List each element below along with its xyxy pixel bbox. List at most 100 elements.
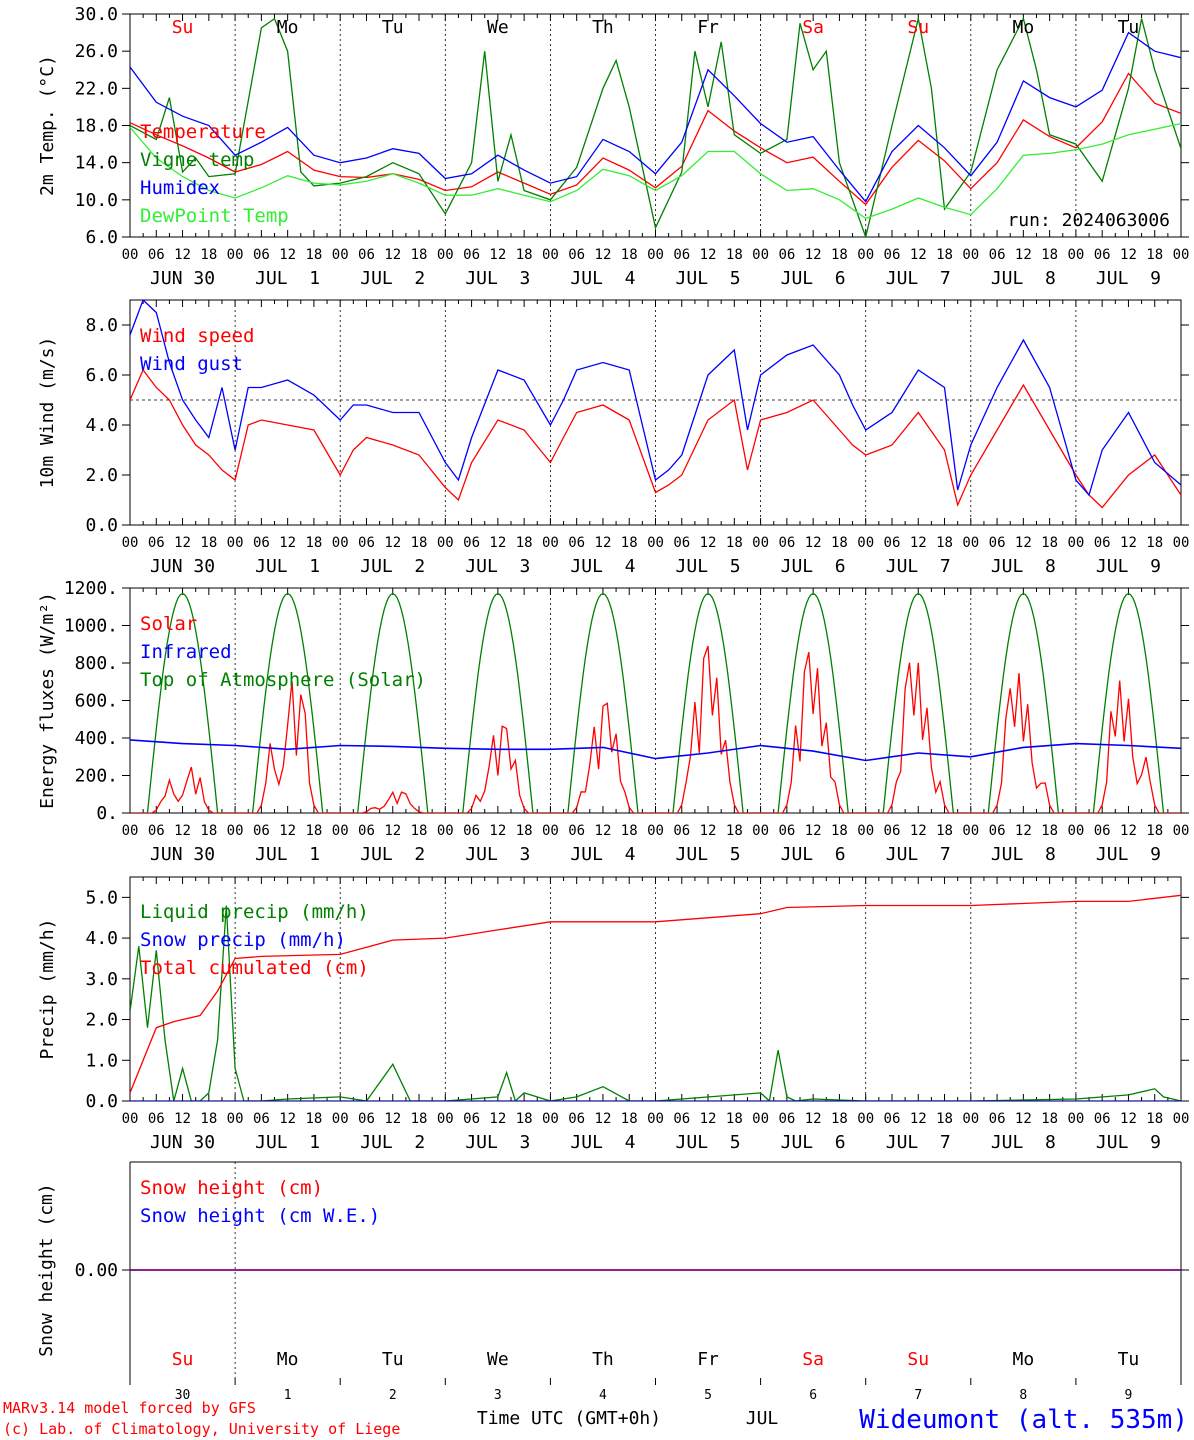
x-tick-label: 00 <box>122 247 139 263</box>
x-tick-label: 12 <box>489 535 506 551</box>
x-tick-label: 00 <box>962 1111 979 1127</box>
date-label: JUL 6 <box>781 268 846 289</box>
x-tick-label: 06 <box>1094 247 1111 263</box>
x-tick-label: 18 <box>831 1111 848 1127</box>
date-label: JUL 3 <box>465 268 530 289</box>
x-tick-label: 12 <box>1015 1111 1032 1127</box>
weekday-label: Fr <box>697 17 719 38</box>
weekday-label: Th <box>592 17 614 38</box>
x-tick-label: 12 <box>910 247 927 263</box>
date-label: JUL 6 <box>781 556 846 577</box>
x-tick-label: 18 <box>516 823 533 839</box>
x-tick-label: 18 <box>726 823 743 839</box>
y-tick-label: 2.0 <box>85 1010 118 1031</box>
x-tick-label: 18 <box>1041 247 1058 263</box>
day-number: 8 <box>1019 1388 1027 1403</box>
legend-entry: Snow precip (mm/h) <box>140 929 346 951</box>
x-tick-label: 00 <box>332 535 349 551</box>
x-tick-label: 12 <box>174 535 191 551</box>
x-tick-label: 18 <box>936 823 953 839</box>
date-label: JUL 5 <box>676 844 741 865</box>
weekday-label: Mo <box>277 17 299 38</box>
x-tick-label: 00 <box>857 535 874 551</box>
x-tick-label: 18 <box>411 535 428 551</box>
y-tick-label: 200. <box>75 766 118 787</box>
y-tick-label: 1.0 <box>85 1050 118 1071</box>
x-tick-label: 00 <box>542 247 559 263</box>
x-tick-label: 12 <box>700 535 717 551</box>
x-tick-label: 12 <box>1120 247 1137 263</box>
y-tick-label: 800. <box>75 653 118 674</box>
x-tick-label: 18 <box>516 247 533 263</box>
x-tick-label: 12 <box>174 823 191 839</box>
x-tick-label: 12 <box>279 247 296 263</box>
x-tick-label: 18 <box>411 823 428 839</box>
x-tick-label: 00 <box>647 1111 664 1127</box>
x-tick-label: 18 <box>831 535 848 551</box>
x-tick-label: 00 <box>647 535 664 551</box>
x-tick-label: 12 <box>1015 247 1032 263</box>
x-tick-label: 00 <box>1173 1111 1190 1127</box>
x-tick-label: 12 <box>700 247 717 263</box>
x-tick-label: 06 <box>568 823 585 839</box>
x-tick-label: 12 <box>384 1111 401 1127</box>
y-tick-label: 2.0 <box>85 465 118 486</box>
y-tick-label: 400. <box>75 728 118 749</box>
x-tick-label: 00 <box>1173 823 1190 839</box>
x-tick-label: 00 <box>227 823 244 839</box>
x-tick-label: 18 <box>936 535 953 551</box>
series-1 <box>130 905 1181 1101</box>
x-tick-label: 12 <box>1120 823 1137 839</box>
x-tick-label: 18 <box>1146 823 1163 839</box>
legend-entry: Infrared <box>140 641 232 663</box>
weekday-label: Su <box>172 17 194 38</box>
x-tick-label: 18 <box>621 535 638 551</box>
x-tick-label: 06 <box>358 823 375 839</box>
y-tick-label: 0.00 <box>75 1260 118 1281</box>
x-tick-label: 06 <box>1094 823 1111 839</box>
x-tick-label: 06 <box>778 1111 795 1127</box>
x-tick-label: 06 <box>989 1111 1006 1127</box>
chart-panel-1: 6.0 10.0 14.0 18.0 22.0 26.0 30.0 2m Temp. (°C)… <box>37 4 1189 289</box>
y-tick-label: 8.0 <box>85 315 118 336</box>
x-tick-label: 06 <box>358 247 375 263</box>
x-tick-label: 12 <box>1120 535 1137 551</box>
x-tick-label: 00 <box>962 823 979 839</box>
x-tick-label: 12 <box>910 535 927 551</box>
x-tick-label: 12 <box>1015 823 1032 839</box>
x-tick-label: 18 <box>200 247 217 263</box>
legend-entry: Wind speed <box>140 325 254 347</box>
x-tick-label: 18 <box>516 535 533 551</box>
x-tick-label: 06 <box>463 535 480 551</box>
x-tick-label: 00 <box>542 535 559 551</box>
x-tick-label: 06 <box>989 823 1006 839</box>
weekday-label: Mo <box>1013 1349 1035 1370</box>
date-label: JUL 9 <box>1096 556 1161 577</box>
x-tick-label: 06 <box>884 1111 901 1127</box>
x-tick-label: 12 <box>384 823 401 839</box>
series-2 <box>130 16 1181 237</box>
date-label: JUL 1 <box>255 844 320 865</box>
x-tick-label: 12 <box>910 823 927 839</box>
day-number: 7 <box>914 1388 922 1403</box>
y-tick-label: 4.0 <box>85 928 118 949</box>
x-tick-label: 18 <box>305 1111 322 1127</box>
x-tick-label: 00 <box>227 1111 244 1127</box>
x-tick-label: 00 <box>542 1111 559 1127</box>
series-3 <box>130 894 1181 1094</box>
x-tick-label: 06 <box>778 247 795 263</box>
x-tick-label: 00 <box>1067 535 1084 551</box>
legend-entry: Total cumulated (cm) <box>140 957 369 979</box>
weekday-label: Sa <box>802 17 824 38</box>
x-tick-label: 06 <box>673 1111 690 1127</box>
x-tick-label: 06 <box>358 1111 375 1127</box>
date-label: JUL 9 <box>1096 1132 1161 1153</box>
x-tick-label: 18 <box>516 1111 533 1127</box>
x-tick-label: 00 <box>857 823 874 839</box>
x-tick-label: 06 <box>989 535 1006 551</box>
x-tick-label: 00 <box>227 247 244 263</box>
lab-credit: (c) Lab. of Climatology, University of L… <box>3 1420 400 1438</box>
legend-entry: Wind gust <box>140 353 243 375</box>
model-credit: MARv3.14 model forced by GFS <box>3 1399 256 1417</box>
